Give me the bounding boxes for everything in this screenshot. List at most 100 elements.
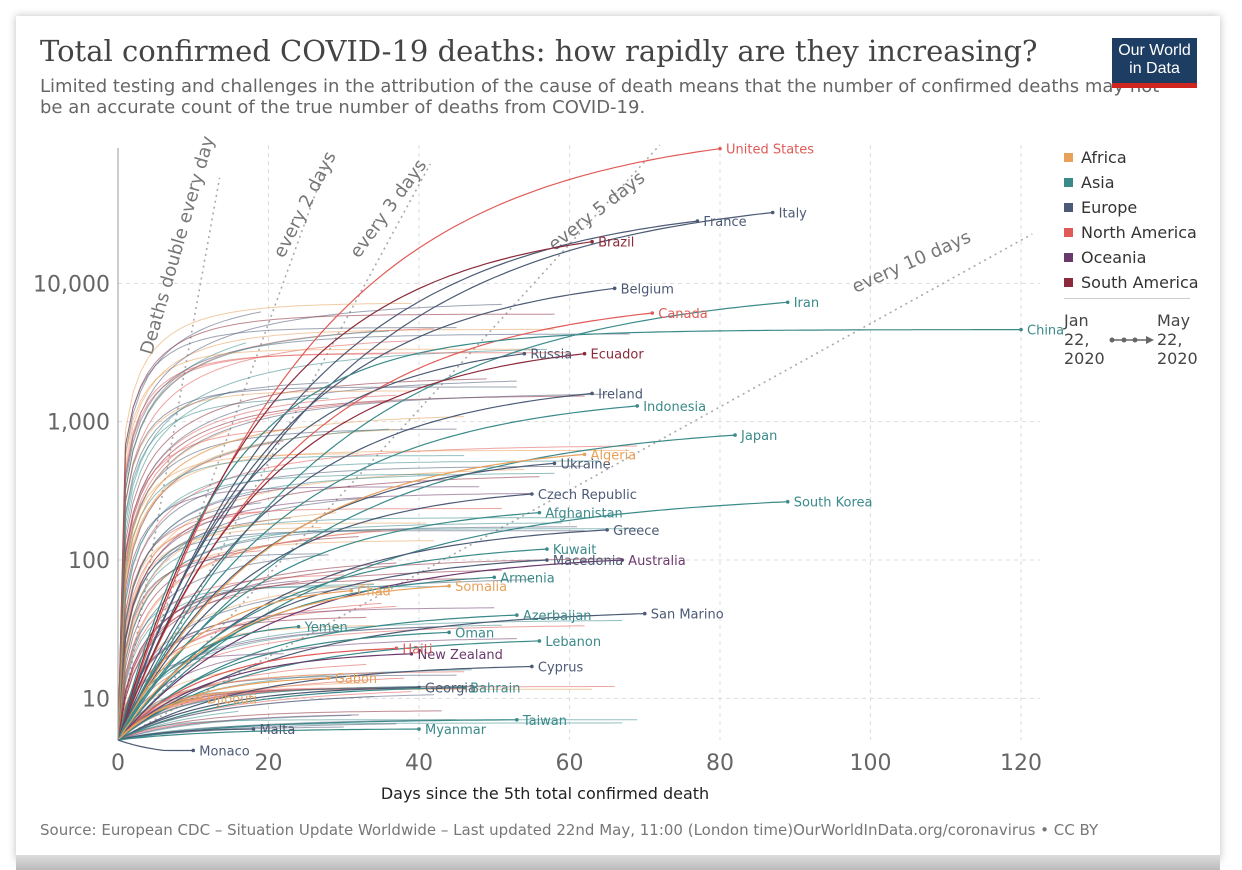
series-endpoint [733,433,737,437]
country-line [117,395,585,741]
country-line [117,562,397,741]
legend-label: Africa [1081,148,1127,167]
series-label: Haiti [402,642,432,657]
series-endpoint [296,624,301,629]
x-tick-label: 60 [556,751,584,776]
series-line [117,739,194,752]
series-label: Georgia [425,681,476,696]
x-tick-label: 40 [405,751,433,776]
country-line [117,696,374,741]
series-line [117,287,615,741]
legend-item[interactable]: North America [1064,220,1199,245]
legend-item[interactable]: Europe [1064,195,1199,220]
legend-item[interactable]: Oceania [1064,245,1199,270]
series-line [117,686,420,741]
country-line [117,455,465,741]
country-line [117,496,382,741]
series-line [117,220,698,741]
x-tick-label: 20 [255,751,283,776]
series-line [117,392,593,741]
country-line [117,340,412,741]
series-line [117,686,465,741]
chart-subtitle: Limited testing and challenges in the at… [40,76,1160,118]
country-line [117,512,337,741]
country-line [117,333,630,741]
series-line [117,728,420,741]
legend-swatch [1064,203,1073,212]
x-tick-label: 100 [850,751,892,776]
legend-divider [1064,298,1190,299]
source-text: Source: European CDC – Situation Update … [40,821,794,839]
country-line [117,719,638,741]
series-endpoint [530,492,534,496]
series-line [117,241,593,741]
timeline-slider[interactable] [1108,330,1156,350]
series-label: Taiwan [522,714,567,729]
series-endpoint [620,558,624,562]
series-label: New Zealand [417,648,502,663]
legend-swatch [1064,178,1073,187]
country-line [117,302,412,741]
owid-logo[interactable]: Our World in Data [1112,38,1197,88]
series-endpoint [552,461,557,466]
series-label: United States [726,143,814,158]
country-line [117,582,374,741]
series-label: Malta [259,723,295,738]
source-link[interactable]: OurWorldInData.org/coronavirus [793,821,1036,839]
bottom-shadow [16,855,1220,870]
series-line [117,353,525,741]
series-endpoint [545,558,549,562]
series-label: Lebanon [545,635,601,650]
series-endpoint [695,219,700,223]
doubling-guide-label: every 2 days [269,148,340,261]
legend-swatch [1064,278,1073,287]
series-line [117,329,1021,741]
region-legend: Africa Asia Europe North America Oceania Sout… [1064,145,1199,295]
country-line [117,390,412,741]
legend-label: Europe [1081,198,1138,217]
legend-item[interactable]: Africa [1064,145,1199,170]
series-endpoint [326,676,331,680]
series-label: Ukraine [560,457,610,472]
series-label: Chad [357,585,391,600]
series-line [117,462,555,741]
chart-title: Total confirmed COVID-19 deaths: how rap… [40,34,1038,68]
country-line [117,616,367,741]
country-line [117,386,517,741]
country-line [117,378,487,741]
legend-label: Asia [1081,173,1115,192]
series-endpoint [650,311,655,315]
series-label: Gabon [335,672,378,687]
series-label: China [1027,324,1064,339]
doubling-guide-line [117,144,661,741]
series-endpoint [590,239,594,244]
series-endpoint [462,685,466,690]
series-endpoint [198,696,203,701]
series-endpoint [537,639,542,643]
country-line [117,710,442,741]
x-tick-label: 80 [706,751,734,776]
series-label: South Korea [794,496,873,511]
country-line [117,445,638,741]
series-line [117,434,736,741]
axis-layer: 10 100 1,000 10,000 0 20 40 60 80 100 120 Days sinc… [33,148,1042,803]
series-label: Kuwait [553,543,596,558]
country-line [117,502,262,741]
series-label: Brazil [598,236,634,251]
series-endpoint [770,210,775,215]
legend-swatch [1064,253,1073,262]
series-endpoint [642,611,647,616]
country-line [117,393,608,741]
legend-item[interactable]: Asia [1064,170,1199,195]
country-line [117,540,435,741]
series-line [117,585,450,741]
series-label: Australia [628,554,686,569]
series-label: Azerbaijan [523,609,592,624]
doubling-guide-line [117,233,1033,741]
series-line [117,501,788,741]
legend-item[interactable]: South America [1064,270,1199,295]
series-label: San Marino [651,608,724,623]
country-line [117,685,427,741]
series-label: Afghanistan [545,507,622,522]
